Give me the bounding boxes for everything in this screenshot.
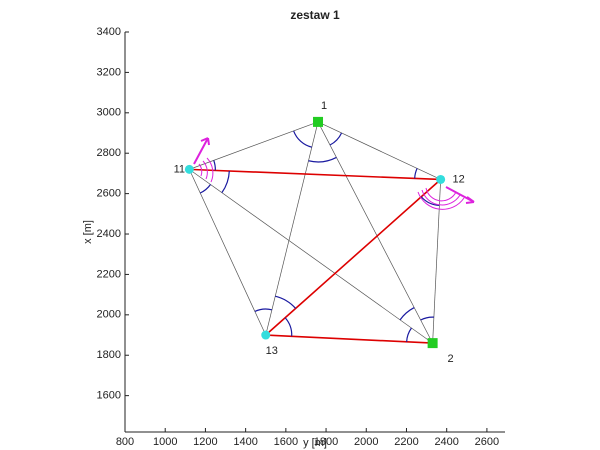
point bbox=[261, 330, 271, 340]
error-arcs bbox=[198, 157, 214, 183]
error-arcs bbox=[417, 187, 465, 210]
edge bbox=[189, 169, 433, 344]
y-tick-label: 1600 bbox=[97, 390, 121, 402]
point-label: 12 bbox=[453, 173, 465, 185]
edge bbox=[317, 121, 433, 344]
angle-arc bbox=[213, 160, 216, 171]
x-tick-label: 2200 bbox=[394, 436, 418, 448]
x-tick-label: 1800 bbox=[314, 436, 338, 448]
x-tick-label: 2000 bbox=[354, 436, 378, 448]
decorations bbox=[193, 137, 475, 210]
x-tick-label: 1200 bbox=[193, 436, 217, 448]
y-axis-label: x [m] bbox=[82, 220, 94, 244]
edge bbox=[189, 121, 319, 170]
edge bbox=[265, 121, 319, 336]
x-tick-label: 800 bbox=[116, 436, 134, 448]
point bbox=[427, 338, 438, 349]
angle-arc bbox=[221, 170, 230, 193]
y-tick-label: 3200 bbox=[97, 66, 121, 78]
edges bbox=[189, 121, 442, 344]
angle-arc bbox=[414, 168, 418, 179]
x-tick-label: 1000 bbox=[153, 436, 177, 448]
y-tick-label: 2600 bbox=[97, 188, 121, 200]
angle-arc bbox=[199, 184, 211, 194]
x-tick-label: 2400 bbox=[434, 436, 458, 448]
edge bbox=[317, 121, 441, 180]
direction-arrow bbox=[193, 137, 210, 165]
angle-arc bbox=[308, 156, 337, 163]
edge bbox=[265, 334, 433, 344]
edge bbox=[189, 169, 267, 336]
x-tick-label: 1400 bbox=[233, 436, 257, 448]
point-label: 2 bbox=[448, 353, 454, 365]
angle-arc bbox=[254, 308, 273, 312]
point-label: 1 bbox=[321, 100, 327, 112]
y-tick-label: 1800 bbox=[97, 349, 121, 361]
angle-arc bbox=[329, 132, 343, 146]
y-tick-label: 3000 bbox=[97, 107, 121, 119]
y-tick-label: 2800 bbox=[97, 147, 121, 159]
angle-arc bbox=[420, 196, 440, 207]
point bbox=[313, 116, 324, 127]
point bbox=[436, 174, 446, 184]
x-tick-label: 2600 bbox=[475, 436, 499, 448]
angle-arc bbox=[406, 327, 412, 342]
point-label: 13 bbox=[266, 345, 278, 357]
edge bbox=[432, 179, 442, 344]
angle-arc bbox=[399, 307, 415, 321]
y-tick-label: 2400 bbox=[97, 228, 121, 240]
edge bbox=[189, 168, 441, 181]
point bbox=[184, 164, 194, 174]
angle-arc bbox=[284, 317, 293, 337]
y-tick-label: 2000 bbox=[97, 309, 121, 321]
angle-arc bbox=[420, 316, 434, 321]
x-tick-label: 1600 bbox=[274, 436, 298, 448]
y-tick-label: 2200 bbox=[97, 268, 121, 280]
y-tick-label: 3400 bbox=[97, 26, 121, 38]
edge bbox=[265, 178, 442, 336]
x-axis-label: y [m] bbox=[303, 437, 327, 449]
angle-arc bbox=[275, 295, 297, 309]
direction-arrow bbox=[445, 186, 475, 204]
point-label: 11 bbox=[174, 163, 185, 175]
angle-arc bbox=[293, 130, 312, 148]
chart-title: zestaw 1 bbox=[290, 8, 340, 22]
